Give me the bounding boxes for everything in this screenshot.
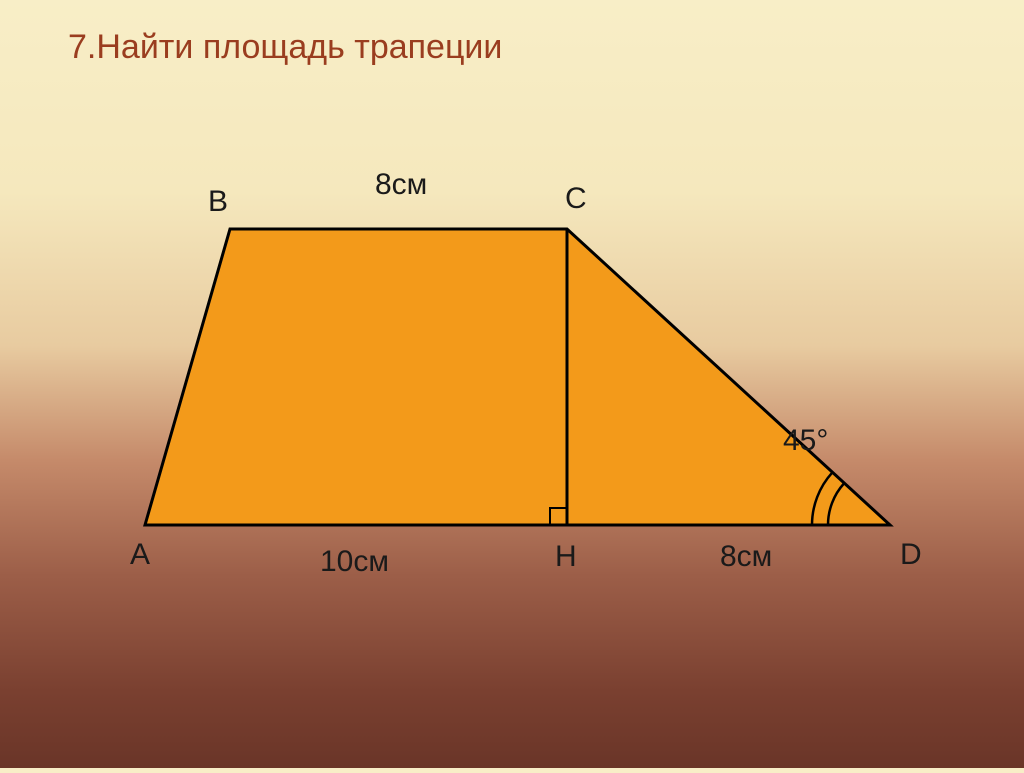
measurement-BC: 8см [375, 168, 427, 202]
vertex-label-H: H [555, 540, 577, 574]
measurement-AH: 10см [320, 545, 389, 579]
measurement-HD: 8см [720, 540, 772, 574]
trapezoid-polygon [145, 229, 890, 525]
trapezoid-diagram [0, 0, 1024, 768]
vertex-label-A: A [130, 538, 150, 572]
vertex-label-D: D [900, 538, 922, 572]
vertex-label-C: C [565, 182, 587, 216]
measurement-angle-D: 45° [783, 424, 828, 458]
vertex-label-B: B [208, 185, 228, 219]
diagram-svg [0, 0, 1024, 768]
